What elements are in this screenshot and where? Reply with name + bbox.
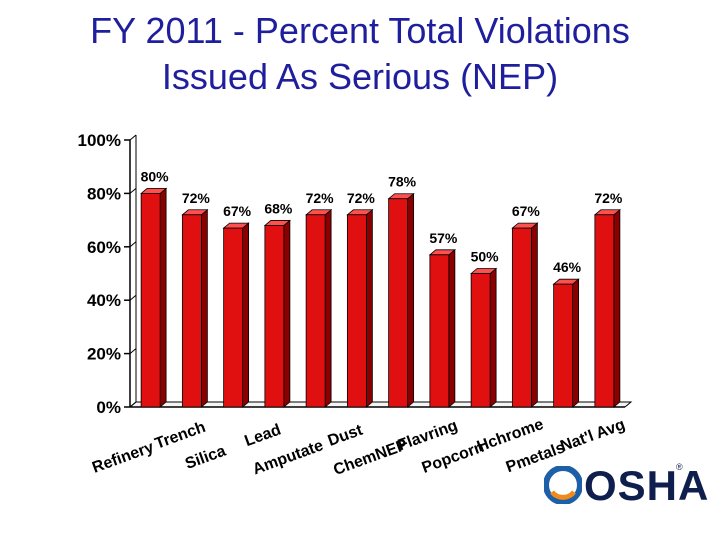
category-label: Trench <box>153 419 208 453</box>
data-label: 78% <box>388 174 417 190</box>
osha-registered-mark: ® <box>676 462 683 472</box>
bar-side <box>572 278 580 408</box>
y-tick-label: 60% <box>87 238 121 257</box>
y-tick-label: 40% <box>87 291 121 310</box>
category-label: Lead <box>242 421 283 450</box>
bar <box>388 198 409 408</box>
bar <box>181 214 202 408</box>
category-label: Refinery <box>90 439 156 477</box>
bar-side <box>242 222 250 408</box>
y-tick-depth <box>129 134 137 141</box>
data-label: 80% <box>141 168 170 184</box>
bar <box>346 214 367 408</box>
bar-side <box>530 222 538 408</box>
data-label: 67% <box>223 203 252 219</box>
y-tick-depth <box>129 241 137 248</box>
data-label: 46% <box>553 259 582 275</box>
osha-logo-mark-icon <box>544 466 582 504</box>
bar-side <box>448 248 456 408</box>
title-line-2: Issued As Serious (NEP) <box>161 56 559 97</box>
y-tick-label: 80% <box>87 184 121 203</box>
bar-side <box>407 192 415 408</box>
bar-side <box>365 208 373 408</box>
bar <box>594 214 615 408</box>
data-label: 68% <box>264 200 293 216</box>
bar-side <box>200 208 208 408</box>
bar <box>140 192 161 408</box>
bar-side <box>489 267 497 408</box>
y-tick-label: 0% <box>96 398 121 417</box>
category-label: Nat'l Avg <box>558 416 627 455</box>
bar-side <box>613 208 621 408</box>
data-label: 72% <box>347 190 376 206</box>
data-label: 72% <box>182 190 211 206</box>
y-tick-depth <box>129 294 137 301</box>
y-tick-depth <box>129 348 137 354</box>
bar <box>553 283 574 408</box>
data-label: 72% <box>306 190 335 206</box>
bar-side <box>324 208 332 408</box>
bar <box>264 225 285 408</box>
data-label: 57% <box>429 230 458 246</box>
y-tick-depth <box>129 401 137 408</box>
bar <box>223 227 244 408</box>
title-line-1: FY 2011 - Percent Total Violations <box>90 10 630 51</box>
bar-side <box>159 187 167 408</box>
category-label: Dust <box>326 421 366 449</box>
bar <box>429 254 450 408</box>
y-tick-label: 20% <box>87 345 121 364</box>
slide-title: FY 2011 - Percent Total Violations Issue… <box>0 8 720 100</box>
data-label: 72% <box>594 190 623 206</box>
data-label: 50% <box>471 249 500 265</box>
data-label: 67% <box>512 203 541 219</box>
osha-logo-text: OSHA <box>584 462 710 509</box>
bar <box>511 227 532 408</box>
category-label: Silica <box>183 443 228 473</box>
y-tick-depth <box>129 188 137 194</box>
y-tick-label: 100% <box>78 131 121 150</box>
bar <box>470 273 491 408</box>
bar-side <box>283 219 291 408</box>
osha-logo: OSHA ® <box>544 462 708 510</box>
bar <box>305 214 326 408</box>
